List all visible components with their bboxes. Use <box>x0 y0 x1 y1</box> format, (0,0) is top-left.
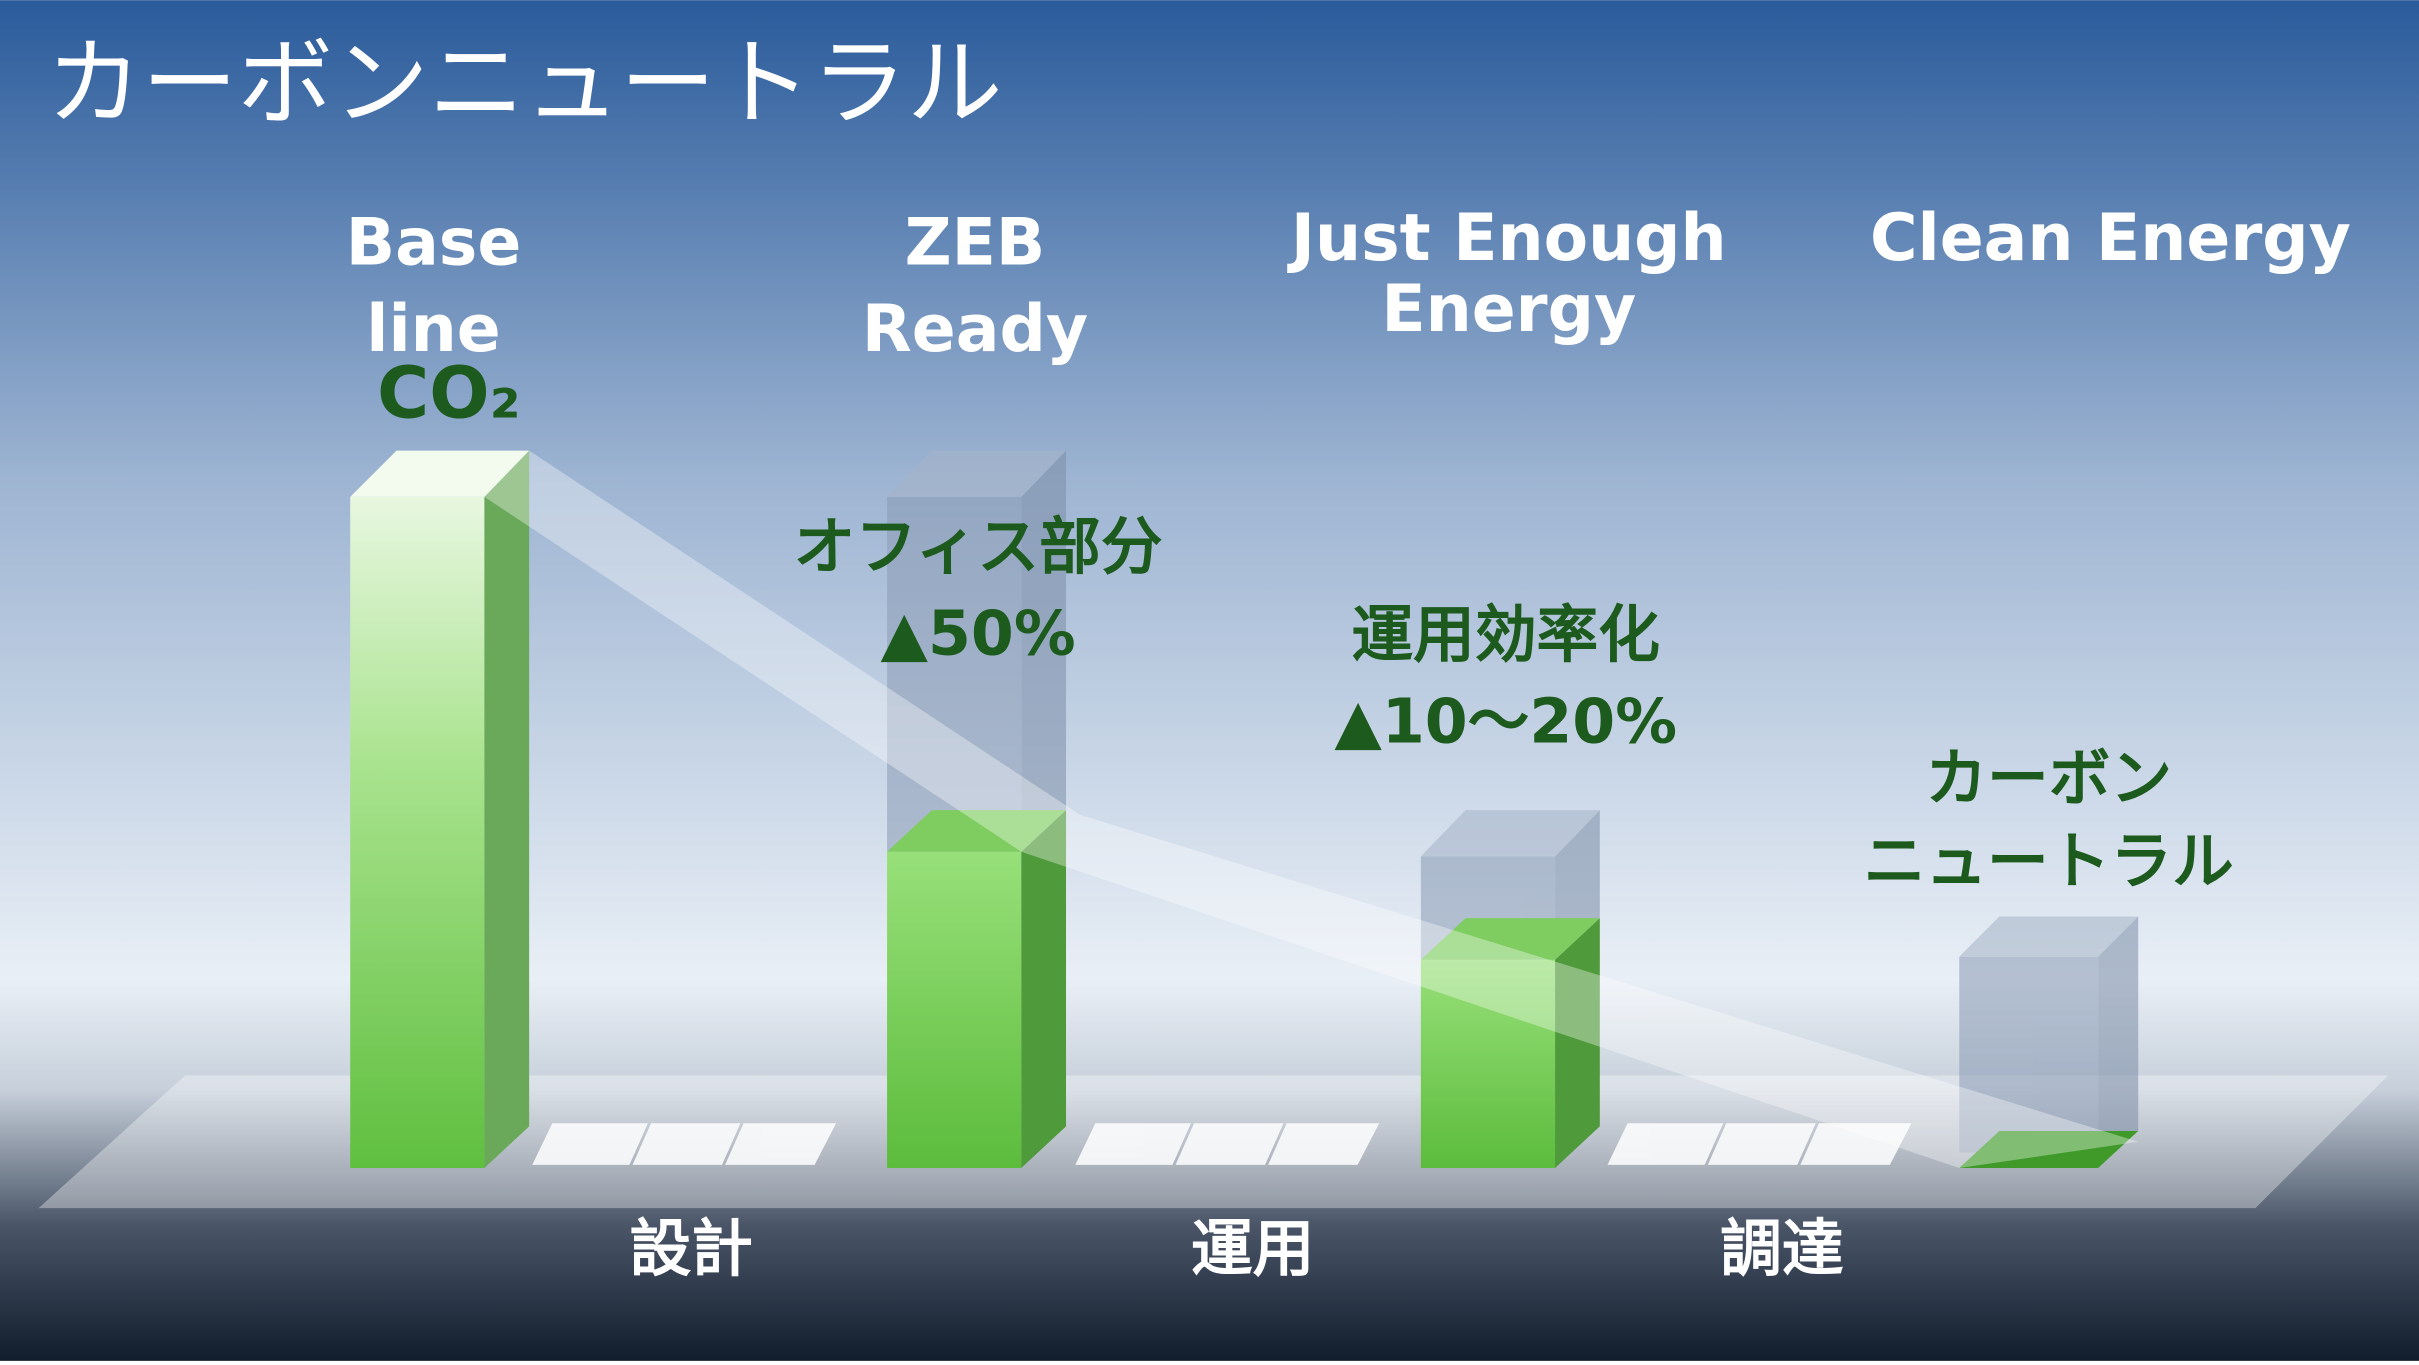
stage-note: 運用効率化 <box>1351 599 1659 671</box>
stage-label: Ready <box>862 292 1088 367</box>
stage-label: ZEB <box>905 206 1046 281</box>
trend-beam <box>484 450 2139 1169</box>
stage-label: Just Enough <box>1287 201 1727 276</box>
bars <box>350 450 2139 1169</box>
stage-note: ▲10〜20% <box>1334 685 1677 757</box>
title: カーボンニュートラル <box>46 27 1002 139</box>
phase-label: 設計 <box>629 1213 752 1285</box>
phase-label: 運用 <box>1191 1213 1314 1285</box>
stage-label: Clean Energy <box>1870 201 2351 276</box>
stage-label: line <box>366 292 500 367</box>
chevrons <box>532 1123 1912 1165</box>
phase-label: 調達 <box>1720 1213 1844 1285</box>
stage-label: Base <box>346 206 522 281</box>
stage-note: ニュートラル <box>1864 826 2234 898</box>
stage-note: カーボン <box>1925 742 2172 814</box>
stage-note: CO₂ <box>377 352 520 435</box>
stage-note: オフィス部分 <box>794 511 1163 583</box>
stage-note: ▲50% <box>881 597 1076 669</box>
stage-label: Energy <box>1381 272 1636 347</box>
